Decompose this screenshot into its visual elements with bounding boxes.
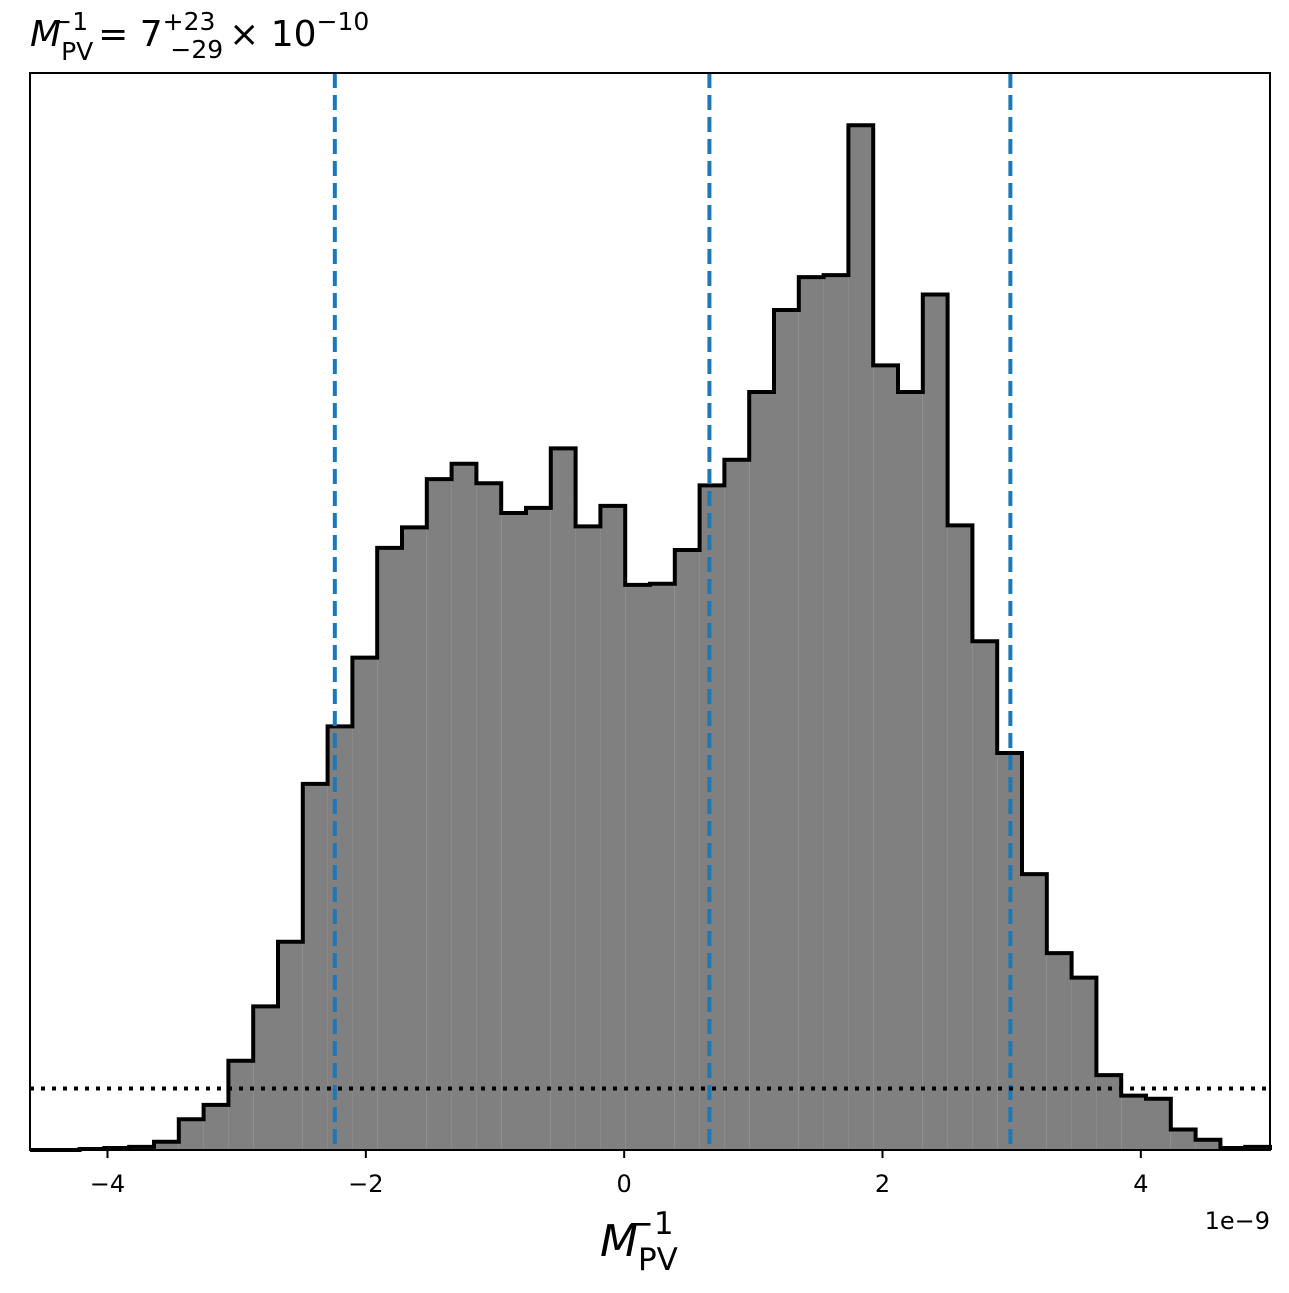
bar [178, 1119, 204, 1150]
bar [352, 657, 378, 1150]
bar [650, 583, 675, 1150]
title-superscript: −1 [51, 7, 88, 36]
bar [402, 527, 427, 1150]
title-subscript: PV [61, 37, 93, 66]
bar [997, 753, 1022, 1150]
bar [600, 505, 626, 1150]
xlabel-subscript: PV [638, 1242, 678, 1278]
x-tick-label: 0 [617, 1170, 632, 1198]
chart-title: MPV−1 = 7+23 −29 × 10−10 [30, 7, 369, 66]
bar [377, 547, 402, 1150]
bar [724, 459, 750, 1150]
bar [922, 294, 948, 1150]
title-value: = 7 [98, 14, 163, 55]
bar [203, 1104, 229, 1150]
bar [625, 584, 650, 1150]
title-symbol: M [30, 14, 61, 55]
x-offset-label: 1e−9 [1205, 1207, 1270, 1235]
bar [154, 1141, 179, 1150]
bar [1121, 1095, 1146, 1150]
bar [749, 391, 774, 1150]
bar [327, 726, 353, 1150]
bar [1195, 1139, 1221, 1150]
bar [1046, 953, 1072, 1150]
bar [302, 783, 328, 1150]
bar [451, 463, 477, 1151]
bar [898, 391, 923, 1150]
title-lower: −29 [170, 35, 223, 64]
bar [426, 479, 452, 1150]
bar [947, 525, 973, 1150]
bar [873, 365, 898, 1150]
x-tick-label: 2 [875, 1170, 890, 1198]
x-tick-label: −2 [348, 1170, 383, 1198]
bar [253, 1006, 278, 1150]
title-times: × 10 [229, 14, 316, 55]
bar [972, 641, 998, 1150]
bar [550, 448, 576, 1150]
x-tick-label: 4 [1133, 1170, 1148, 1198]
bar [1146, 1098, 1171, 1150]
bar [798, 277, 824, 1150]
histogram-outline [30, 123, 1272, 1152]
bar [699, 485, 725, 1150]
bar [526, 507, 551, 1151]
bar [476, 483, 502, 1150]
title-exponent: −10 [317, 7, 370, 36]
bar [575, 526, 601, 1150]
xlabel-symbol: M [600, 1216, 638, 1267]
bar [848, 125, 874, 1151]
bar [1022, 874, 1047, 1150]
bar [278, 941, 303, 1150]
bar [1170, 1129, 1196, 1150]
bar [228, 1060, 254, 1150]
title-upper: +23 [163, 7, 216, 36]
bar [823, 275, 849, 1151]
bar [674, 549, 700, 1150]
bar [1071, 977, 1097, 1150]
plot-frame [29, 72, 1271, 1151]
bar [1096, 1075, 1122, 1150]
x-tick-label: −4 [90, 1170, 125, 1198]
xlabel-superscript: −1 [628, 1206, 674, 1242]
bar [501, 513, 526, 1150]
bar [774, 309, 799, 1150]
x-axis-label: MPV−1 [600, 1206, 678, 1278]
